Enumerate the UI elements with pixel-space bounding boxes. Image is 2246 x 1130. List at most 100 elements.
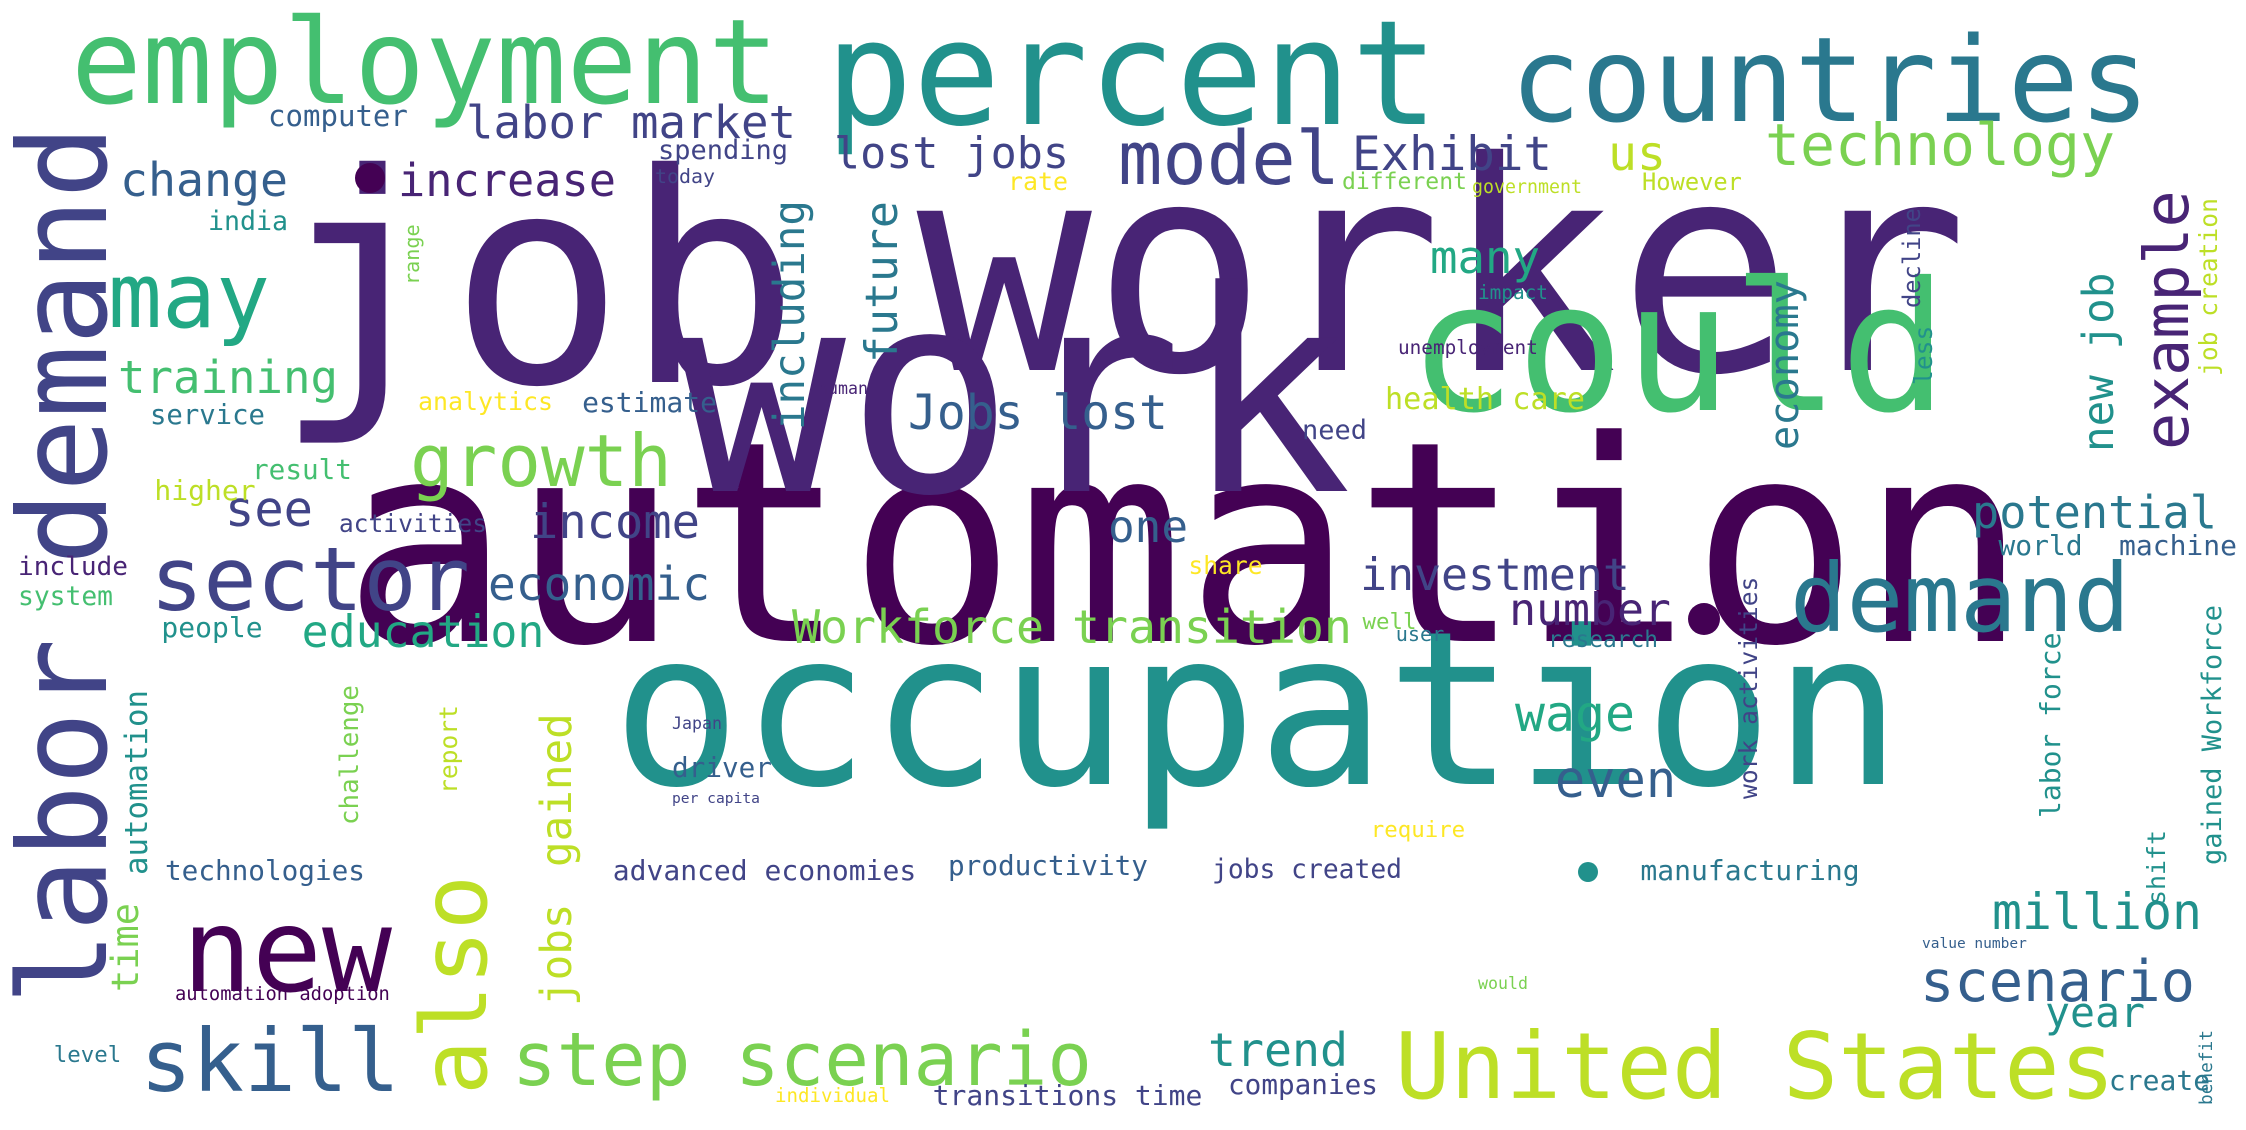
word-individual: individual — [775, 1084, 890, 1108]
word-people: people — [161, 610, 263, 644]
word-step-scenario: step scenario — [512, 1016, 1093, 1103]
word-wage: wage — [1515, 684, 1635, 743]
word-companies: companies — [1228, 1067, 1378, 1101]
word-see: see — [225, 482, 313, 539]
word-different: different — [1342, 168, 1467, 195]
word-training: training — [118, 350, 338, 404]
word-new-job: new job — [2073, 272, 2124, 453]
word-decline: decline — [1898, 208, 1927, 308]
word-government: government — [1472, 176, 1582, 198]
word-machine: machine — [2119, 528, 2238, 562]
word-could: could — [1408, 245, 1948, 454]
word-many: many — [1430, 230, 1540, 284]
word-per-capita: per capita — [672, 789, 760, 807]
word-education: education — [301, 604, 545, 658]
word-india: india — [208, 206, 288, 238]
word-activities: activities — [338, 508, 488, 538]
word-trend: trend — [1208, 1022, 1348, 1077]
dot-left — [355, 163, 385, 193]
word-automation: automation — [342, 382, 2028, 708]
word-jobs-created: jobs created — [1212, 855, 1402, 886]
word-automation-adoption: automation adoption — [175, 983, 390, 1005]
word-shift: shift — [2142, 830, 2172, 905]
word-economy: economy — [1760, 280, 1808, 450]
word-today: today — [655, 165, 715, 189]
word-driver: driver — [672, 750, 772, 784]
word-year: year — [2045, 987, 2145, 1037]
word-may: may — [108, 244, 270, 349]
word-system: system — [18, 582, 113, 613]
word-model: model — [1118, 117, 1341, 203]
word-level: level — [53, 1041, 122, 1068]
dot-right — [1688, 603, 1720, 635]
word-jobs-lost: Jobs lost — [908, 384, 1168, 441]
word-world: world — [1998, 528, 2083, 562]
word-need: need — [1302, 415, 1367, 446]
word-change: change — [120, 153, 288, 208]
word-percent: percent — [825, 0, 1439, 160]
word-advanced-economies: advanced economies — [612, 853, 917, 887]
word-human: human — [818, 379, 868, 399]
word-unemployment: unemployment — [1398, 336, 1538, 360]
word-workforce-transition: Workforce transition — [792, 600, 1352, 655]
word-impact: impact — [1478, 281, 1548, 305]
word-include: include — [18, 552, 128, 583]
word-scenario: scenario — [1920, 948, 2195, 1015]
word-income: income — [530, 494, 700, 550]
word-us: us — [1608, 125, 1666, 182]
word-jobs: jobs — [531, 903, 582, 1007]
word-job-creation: job creation — [2193, 198, 2223, 377]
word-analytics: analytics — [418, 387, 553, 417]
word-manufacturing: manufacturing — [1640, 853, 1860, 887]
word-increase: increase — [398, 153, 616, 207]
word-time: time — [104, 902, 148, 992]
word-including: including — [765, 200, 815, 430]
word-investment: investment — [1360, 547, 1630, 601]
word-lost-jobs: lost jobs — [834, 129, 1069, 180]
word-technologies: technologies — [165, 853, 365, 887]
word-transitions-time: transitions time — [932, 1078, 1203, 1112]
word-automation-small: automation — [118, 690, 155, 875]
word-number: number — [1509, 582, 1671, 636]
word-example: example — [2130, 190, 2203, 450]
word-labor-market: labor market — [466, 95, 796, 149]
word-result: result — [252, 452, 352, 486]
word-economic: economic — [488, 557, 710, 612]
word-gained: gained — [531, 713, 582, 868]
word-health-care: health care — [1385, 382, 1585, 418]
word-share: share — [1188, 550, 1263, 580]
word-worker: worker — [916, 100, 1969, 440]
word-demand: demand — [1790, 544, 2131, 654]
word-value-number: value number — [1922, 935, 2027, 952]
word-productivity: productivity — [948, 848, 1148, 882]
word-employment: employment — [71, 0, 779, 131]
word-challenge: challenge — [334, 685, 365, 825]
word-sector: sector — [150, 527, 470, 631]
word-work: work — [677, 232, 1352, 558]
word-even: even — [1554, 750, 1677, 810]
word-require: require — [1370, 816, 1466, 843]
word-million: million — [1992, 882, 2202, 941]
word-create: create — [2108, 1063, 2211, 1097]
word-range: range — [399, 224, 424, 286]
word-would: would — [1478, 973, 1528, 993]
word-user: user — [1395, 621, 1445, 646]
word-labor-force: labor force — [2033, 632, 2067, 818]
word-one: one — [1108, 501, 1188, 553]
word-new: new — [182, 884, 392, 1020]
word-less: less — [1908, 325, 1938, 385]
word-service: service — [150, 399, 265, 431]
word-rate: rate — [1008, 167, 1068, 197]
word-higher: higher — [154, 473, 256, 507]
word-occupation: occupation — [612, 584, 1902, 835]
word-countries: countries — [1510, 10, 2150, 149]
word-potential: potential — [1972, 485, 2217, 539]
word-growth: growth — [410, 420, 672, 505]
word-japan: Japan — [672, 713, 722, 733]
word-future: future — [854, 201, 908, 364]
word-also: also — [400, 874, 508, 1095]
word-exhibit: Exhibit — [1352, 127, 1552, 183]
word-estimate: estimate — [582, 385, 717, 419]
word-skill: skill — [140, 1012, 400, 1113]
